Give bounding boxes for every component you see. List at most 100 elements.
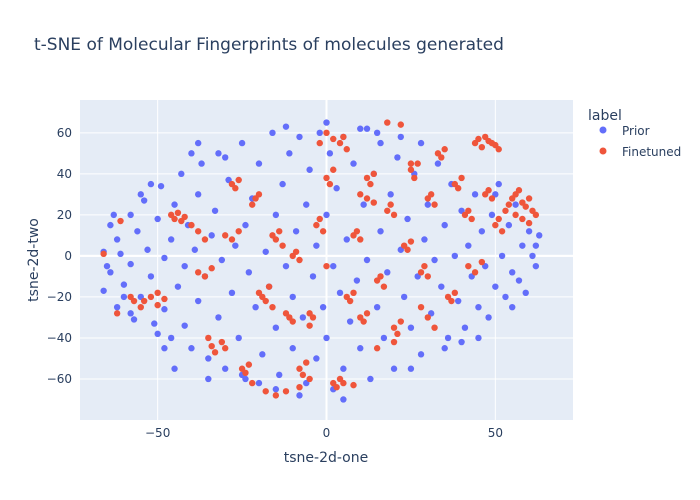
point-prior	[245, 269, 253, 276]
point-finetuned	[306, 322, 313, 329]
point-prior	[151, 320, 158, 327]
point-prior	[350, 160, 357, 167]
point-finetuned	[465, 262, 472, 270]
point-prior	[380, 334, 388, 342]
point-prior	[333, 185, 340, 192]
point-finetuned	[100, 250, 107, 258]
point-finetuned	[492, 221, 499, 229]
point-prior	[262, 248, 269, 255]
point-finetuned	[407, 160, 415, 167]
point-prior	[232, 242, 239, 249]
point-finetuned	[390, 324, 398, 331]
point-finetuned	[417, 303, 425, 311]
point-finetuned	[397, 121, 404, 128]
point-finetuned	[485, 187, 492, 194]
point-prior	[252, 303, 259, 311]
x-tick-label: 0	[323, 426, 331, 440]
point-finetuned	[154, 289, 161, 297]
point-prior	[505, 221, 513, 229]
point-prior	[137, 191, 144, 198]
point-prior	[235, 334, 242, 342]
point-finetuned	[313, 221, 320, 229]
point-prior	[424, 201, 432, 208]
point-prior	[529, 252, 536, 260]
point-prior	[103, 262, 111, 270]
point-prior	[289, 293, 296, 301]
point-finetuned	[380, 283, 388, 290]
point-prior	[191, 246, 199, 253]
point-finetuned	[448, 297, 455, 305]
point-prior	[394, 154, 401, 161]
point-prior	[360, 201, 367, 208]
point-prior	[336, 289, 344, 297]
point-finetuned	[411, 174, 418, 182]
point-prior	[384, 269, 391, 276]
point-prior	[161, 345, 168, 352]
legend-marker-prior	[599, 126, 607, 134]
point-finetuned	[309, 314, 317, 321]
legend-label-prior: Prior	[622, 124, 650, 138]
point-prior	[194, 191, 202, 198]
point-prior	[495, 180, 502, 188]
point-finetuned	[498, 228, 506, 235]
point-prior	[157, 182, 165, 190]
legend: label Prior Finetuned	[588, 108, 681, 159]
point-prior	[400, 293, 408, 301]
point-prior	[211, 207, 219, 214]
point-prior	[296, 133, 303, 141]
point-finetuned	[140, 297, 148, 305]
point-prior	[512, 201, 519, 208]
point-finetuned	[397, 318, 404, 325]
point-prior	[242, 221, 249, 229]
y-tick-label: 20	[57, 208, 72, 222]
point-finetuned	[502, 207, 509, 214]
point-prior	[404, 215, 411, 223]
point-finetuned	[194, 269, 202, 276]
point-prior	[272, 324, 280, 331]
point-finetuned	[218, 338, 226, 346]
point-prior	[107, 269, 114, 276]
point-finetuned	[478, 143, 486, 151]
point-prior	[171, 201, 178, 208]
point-finetuned	[181, 213, 188, 221]
point-finetuned	[245, 361, 253, 368]
point-finetuned	[407, 166, 415, 173]
point-prior	[228, 289, 236, 297]
point-finetuned	[367, 180, 374, 188]
point-finetuned	[272, 392, 280, 399]
point-prior	[255, 160, 263, 167]
point-prior	[509, 303, 516, 311]
point-prior	[502, 293, 509, 301]
legend-item-prior[interactable]: Prior	[599, 124, 650, 138]
point-finetuned	[262, 297, 269, 305]
point-prior	[279, 180, 286, 188]
point-prior	[127, 211, 134, 219]
series-finetuned	[100, 119, 540, 399]
point-prior	[167, 334, 175, 342]
point-prior	[431, 256, 438, 264]
point-finetuned	[221, 232, 229, 239]
point-prior	[397, 133, 404, 141]
point-prior	[100, 287, 107, 294]
point-finetuned	[228, 236, 236, 243]
point-finetuned	[211, 349, 219, 356]
point-prior	[316, 129, 323, 137]
y-tick-label: 60	[57, 126, 72, 140]
point-prior	[471, 191, 479, 198]
point-prior	[113, 236, 121, 243]
point-finetuned	[421, 262, 428, 270]
point-prior	[515, 277, 523, 284]
point-finetuned	[276, 228, 283, 235]
point-finetuned	[373, 345, 381, 352]
point-finetuned	[333, 383, 340, 391]
point-finetuned	[323, 262, 330, 270]
point-finetuned	[407, 238, 415, 245]
point-prior	[289, 345, 296, 352]
point-finetuned	[350, 381, 357, 389]
point-prior	[373, 129, 381, 137]
point-prior	[532, 262, 540, 270]
point-prior	[387, 191, 394, 198]
point-prior	[353, 277, 361, 284]
point-finetuned	[269, 303, 276, 311]
legend-item-finetuned[interactable]: Finetuned	[599, 145, 682, 159]
